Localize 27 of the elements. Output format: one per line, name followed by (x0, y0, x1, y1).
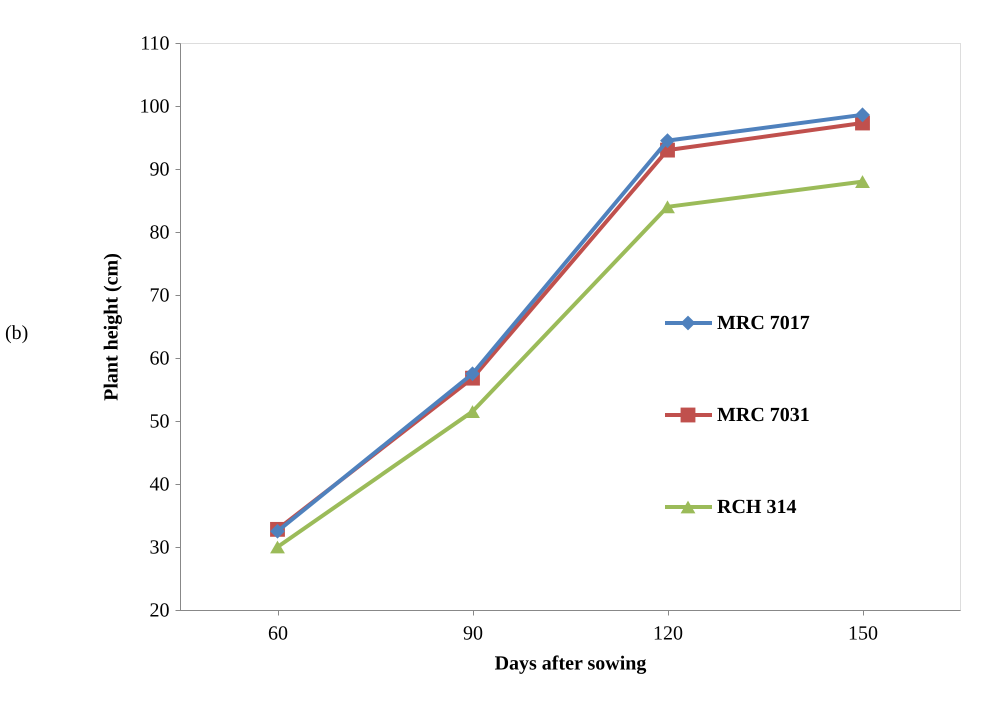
point (660, 200, 675, 214)
legend-label: MRC 7031 (717, 404, 810, 426)
point (465, 366, 480, 382)
y-tick-label: 100 (140, 96, 170, 118)
x-tick-label: 60 (268, 622, 288, 644)
y-tick-label: 110 (140, 32, 170, 54)
x-axis-title: Days after sowing (494, 652, 646, 674)
point (660, 133, 675, 148)
x-tick-label: 120 (653, 622, 683, 644)
y-tick-label: 90 (150, 158, 170, 180)
y-tick-label: 40 (150, 474, 170, 496)
point (855, 107, 870, 122)
point (465, 405, 480, 418)
y-tick-label: 50 (150, 410, 170, 432)
legend-label: MRC 7017 (717, 312, 810, 334)
legend-label: RCH 314 (717, 496, 796, 518)
point (855, 175, 870, 188)
point (270, 540, 285, 554)
text: (b) (5, 322, 28, 344)
y-tick-label: 60 (150, 348, 170, 370)
y-tick-label: 20 (150, 600, 170, 622)
y-axis-title: Plant height (cm) (100, 253, 122, 401)
x-tick-label: 90 (463, 622, 483, 644)
y-tick-label: 80 (150, 222, 170, 244)
y-tick-label: 30 (150, 536, 170, 558)
x-tick-label: 150 (848, 622, 878, 644)
y-tick-label: 70 (150, 284, 170, 306)
